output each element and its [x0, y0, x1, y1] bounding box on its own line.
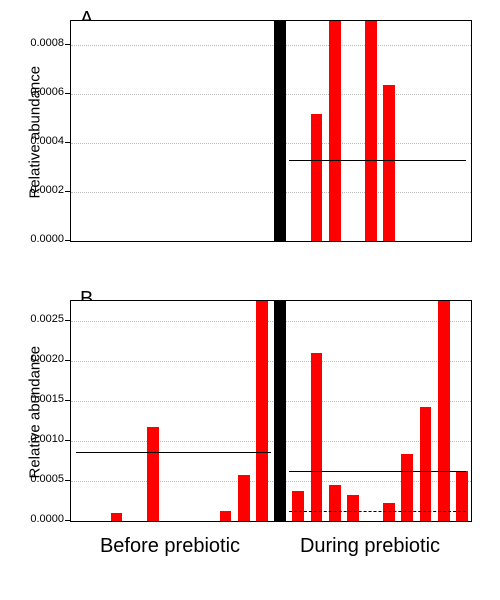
- ytick: [65, 520, 70, 521]
- ytick-label: 0.0010: [22, 433, 64, 445]
- data-bar: [438, 300, 450, 521]
- ytick: [65, 440, 70, 441]
- data-bar: [347, 495, 359, 521]
- grid-line: [71, 321, 471, 322]
- mean-line: [289, 160, 465, 161]
- data-bar: [365, 20, 377, 241]
- group-divider: [274, 301, 286, 521]
- ytick-label: 0.0008: [22, 37, 64, 49]
- data-bar: [311, 353, 323, 521]
- figure-root: A Relative abundance 0.00000.00020.00040…: [0, 0, 500, 600]
- data-bar: [111, 513, 123, 521]
- data-bar: [220, 511, 232, 521]
- ytick: [65, 480, 70, 481]
- mean-line: [289, 471, 465, 472]
- ytick: [65, 400, 70, 401]
- data-bar: [420, 407, 432, 521]
- data-bar: [256, 300, 268, 521]
- data-bar: [292, 491, 304, 521]
- grid-line: [71, 45, 471, 46]
- ytick: [65, 320, 70, 321]
- data-bar: [456, 471, 468, 521]
- data-bar: [311, 114, 323, 241]
- ytick-label: 0.0020: [22, 353, 64, 365]
- grid-line: [71, 441, 471, 442]
- data-bar: [383, 503, 395, 521]
- mean-line: [289, 511, 465, 512]
- data-bar: [147, 427, 159, 521]
- ytick-label: 0.0015: [22, 393, 64, 405]
- ytick-label: 0.0000: [22, 233, 64, 245]
- ytick-label: 0.0000: [22, 513, 64, 525]
- ytick-label: 0.0005: [22, 473, 64, 485]
- grid-line: [71, 94, 471, 95]
- panel-a-ylabel: Relative abundance: [27, 59, 44, 199]
- ytick-label: 0.0025: [22, 313, 64, 325]
- grid-line: [71, 143, 471, 144]
- data-bar: [329, 20, 341, 241]
- grid-line: [71, 361, 471, 362]
- xlabel-before: Before prebiotic: [70, 535, 270, 558]
- ytick: [65, 360, 70, 361]
- ytick: [65, 142, 70, 143]
- xlabel-during: During prebiotic: [270, 535, 470, 558]
- panel-b-plot: [70, 300, 472, 522]
- mean-line: [76, 452, 271, 453]
- grid-line: [71, 192, 471, 193]
- group-divider: [274, 21, 286, 241]
- ytick: [65, 240, 70, 241]
- data-bar: [238, 475, 250, 521]
- ytick-label: 0.0004: [22, 135, 64, 147]
- ytick: [65, 191, 70, 192]
- ytick-label: 0.0002: [22, 184, 64, 196]
- data-bar: [329, 485, 341, 521]
- ytick-label: 0.0006: [22, 86, 64, 98]
- ytick: [65, 93, 70, 94]
- ytick: [65, 44, 70, 45]
- grid-line: [71, 401, 471, 402]
- panel-a-plot: [70, 20, 472, 242]
- data-bar: [383, 85, 395, 241]
